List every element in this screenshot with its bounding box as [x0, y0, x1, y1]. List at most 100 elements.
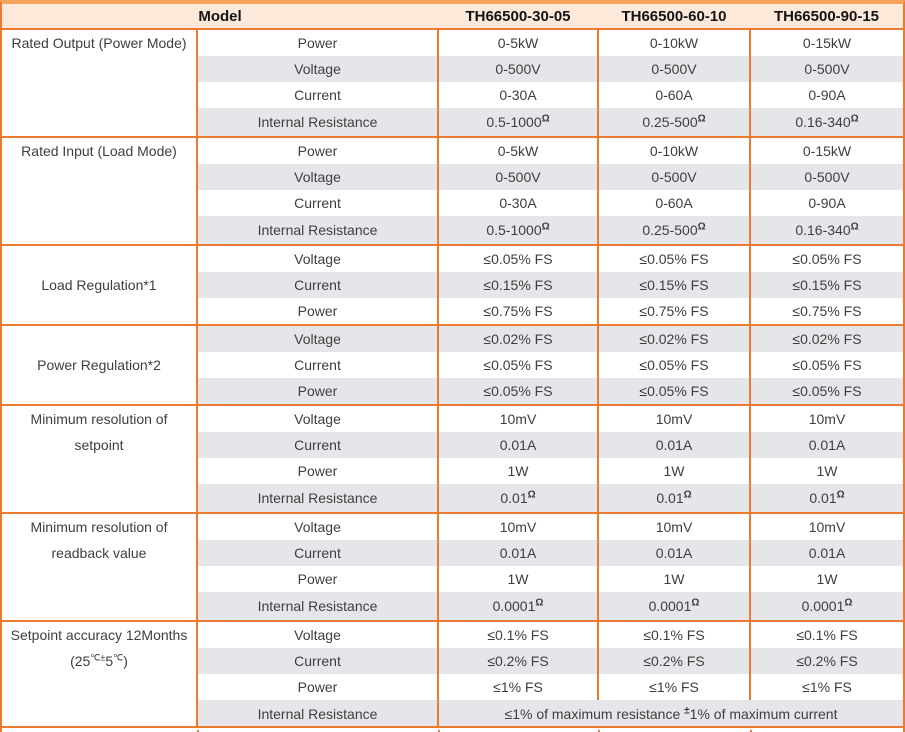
value-cell: 0-30A	[437, 190, 598, 216]
value-cell: ≤0.05% FS	[749, 244, 903, 272]
value-cell: 0-500V	[437, 56, 598, 82]
value-cell: ≤0.15% FS	[437, 272, 598, 298]
table-row: Power Regulation*2 Voltage ≤0.02% FS ≤0.02%…	[2, 324, 903, 405]
value-cell: ≤0.05% FS	[597, 378, 750, 405]
parameter-cell: Voltage	[196, 620, 438, 648]
value-cell: 0-60A	[597, 82, 750, 108]
parameter-cell: Power	[196, 28, 438, 56]
value-cell: 0.16-340Ω	[749, 216, 903, 245]
table-row: Internal Resistance 0.01Ω 0.01Ω 0.01Ω	[2, 484, 903, 513]
value-cell: 10mV	[437, 512, 598, 540]
model-header-cell: Model	[2, 4, 438, 30]
value-cell: 0.01A	[597, 432, 750, 458]
section-label-cell: Setpoint accuracy 12Months (25℃±5℃)	[2, 620, 197, 728]
value-cell: 1W	[749, 566, 903, 592]
parameter-cell: Voltage	[196, 404, 438, 432]
value-cell: 0-15kW	[749, 136, 903, 164]
parameter-cell: Current	[196, 540, 438, 566]
value-cell: ≤0.75% FS	[597, 298, 750, 325]
value-cell: 10mV	[437, 404, 598, 432]
parameter-cell: Power	[196, 136, 438, 164]
value-cell: ≤0.2% FS	[749, 648, 903, 674]
value-cell: 0-60A	[597, 190, 750, 216]
parameter-cell: Power	[196, 378, 438, 405]
value-cell: 1W	[597, 458, 750, 484]
model-column-header: TH66500-60-10	[598, 4, 750, 30]
value-cell: ≤0.05% FS	[437, 244, 598, 272]
value-cell: 0.01A	[437, 432, 598, 458]
parameter-cell: Current	[196, 432, 438, 458]
table-row: Power ≤0.75% FS ≤0.75% FS ≤0.75% FS	[2, 298, 903, 325]
value-cell: ≤0.05% FS	[749, 378, 903, 405]
value-cell: 1W	[437, 566, 598, 592]
parameter-cell: Current	[196, 82, 438, 108]
table-row: Current ≤0.05% FS ≤0.05% FS ≤0.05% FS	[2, 352, 903, 378]
value-cell: 0-90A	[749, 190, 903, 216]
value-cell: 0-500V	[597, 164, 750, 190]
section-label-cell: Minimum resolution of readback value	[2, 512, 197, 621]
table-row: Internal Resistance 0.5-1000Ω 0.25-500Ω 0.1…	[2, 108, 903, 137]
value-cell: ≤0.05% FS	[597, 352, 750, 378]
value-cell: ≤0.05% FS	[597, 244, 750, 272]
value-cell: ≤0.1% FS	[749, 620, 903, 648]
value-cell: 0-500V	[749, 164, 903, 190]
parameter-cell: Current	[196, 352, 438, 378]
parameter-cell: Voltage	[196, 244, 438, 272]
value-cell: ≤1% FS	[749, 674, 903, 700]
table-row: Load Regulation*1 Voltage ≤0.05% FS ≤0.05% …	[2, 244, 903, 325]
column-divider	[750, 730, 752, 732]
spec-table: Model TH66500-30-05 TH66500-60-10 TH6650…	[2, 4, 903, 728]
value-cell: 0.01A	[437, 540, 598, 566]
parameter-cell: Internal Resistance	[196, 484, 438, 513]
value-cell: 10mV	[597, 404, 750, 432]
value-cell: ≤0.05% FS	[749, 352, 903, 378]
value-cell: ≤0.2% FS	[597, 648, 750, 674]
parameter-cell: Voltage	[196, 56, 438, 82]
value-cell: ≤0.1% FS	[437, 620, 598, 648]
value-cell: 1W	[437, 458, 598, 484]
value-cell: 0-5kW	[437, 136, 598, 164]
value-cell: 0.01Ω	[597, 484, 750, 513]
value-cell: ≤0.05% FS	[437, 352, 598, 378]
parameter-cell: Voltage	[196, 164, 438, 190]
model-column-header: TH66500-90-15	[750, 4, 903, 30]
value-cell: ≤1% FS	[597, 674, 750, 700]
section-label-cell: Power Regulation*2	[2, 324, 197, 405]
table-row: Current 0-30A 0-60A 0-90A	[2, 82, 903, 108]
parameter-cell: Power	[196, 674, 438, 700]
table-row: Voltage 0-500V 0-500V 0-500V	[2, 164, 903, 190]
section-label-cell: Rated Input (Load Mode)	[2, 136, 197, 245]
merged-value-cell: ≤1% of maximum resistance ±1% of maximum…	[437, 700, 903, 728]
table-row: Power ≤1% FS ≤1% FS ≤1% FS	[2, 674, 903, 700]
value-cell: 0-5kW	[437, 28, 598, 56]
value-cell: 0.01A	[749, 432, 903, 458]
column-divider	[197, 730, 199, 732]
table-row: Voltage 0-500V 0-500V 0-500V	[2, 56, 903, 82]
table-row: Minimum resolution of readback value Volt…	[2, 512, 903, 621]
value-cell: 0.25-500Ω	[597, 216, 750, 245]
value-cell: 0-500V	[437, 164, 598, 190]
value-cell: 0.25-500Ω	[597, 108, 750, 137]
value-cell: ≤0.02% FS	[437, 324, 598, 352]
value-cell: ≤0.75% FS	[437, 298, 598, 325]
parameter-cell: Internal Resistance	[196, 700, 438, 728]
value-cell: 0.01A	[597, 540, 750, 566]
table-row: Internal Resistance 0.5-1000Ω 0.25-500Ω 0.1…	[2, 216, 903, 245]
table-row: Setpoint accuracy 12Months (25℃±5℃) Voltag…	[2, 620, 903, 728]
value-cell: 0-30A	[437, 82, 598, 108]
parameter-cell: Current	[196, 648, 438, 674]
parameter-cell: Internal Resistance	[196, 592, 438, 621]
value-cell: 0-10kW	[597, 136, 750, 164]
value-cell: 0.01Ω	[437, 484, 598, 513]
value-cell: ≤0.1% FS	[597, 620, 750, 648]
table-row: Internal Resistance 0.0001Ω 0.0001Ω 0.0001Ω	[2, 592, 903, 621]
value-cell: 0-90A	[749, 82, 903, 108]
table-row: Power ≤0.05% FS ≤0.05% FS ≤0.05% FS	[2, 378, 903, 405]
value-cell: 0.0001Ω	[749, 592, 903, 621]
value-cell: 0.5-1000Ω	[437, 216, 598, 245]
value-cell: ≤1% FS	[437, 674, 598, 700]
header-row: Model TH66500-30-05 TH66500-60-10 TH6650…	[2, 4, 903, 30]
value-cell: ≤0.15% FS	[597, 272, 750, 298]
value-cell: 0.0001Ω	[437, 592, 598, 621]
value-cell: 0.01Ω	[749, 484, 903, 513]
